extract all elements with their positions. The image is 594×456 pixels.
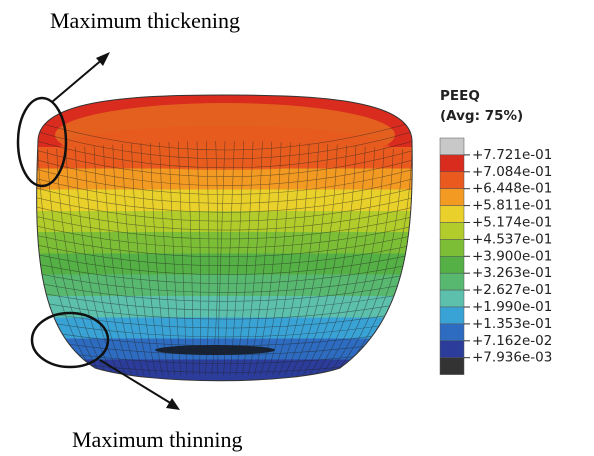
legend-label: +2.627e-01 [472,282,552,298]
legend-swatch [440,155,464,172]
legend-label: +7.936e-03 [472,350,552,366]
legend-subtitle: (Avg: 75%) [440,108,523,124]
legend-label: +1.990e-01 [472,299,552,315]
legend-label: +5.174e-01 [472,215,552,231]
legend-swatch [440,223,464,240]
legend-swatch [440,341,464,358]
legend-swatch [440,358,464,375]
legend-label: +7.084e-01 [472,164,552,180]
legend-swatch [440,324,464,341]
legend-swatch [440,307,464,324]
annotation-top: Maximum thickening [50,8,240,33]
legend-swatch [440,206,464,223]
annotation-bottom: Maximum thinning [72,427,243,452]
legend-label: +7.721e-01 [472,147,552,163]
figure: Maximum thickening Maximum thinning PEEQ… [0,0,594,456]
legend-label: +3.900e-01 [472,248,552,264]
arrow [52,58,104,102]
legend-title: PEEQ [440,88,480,104]
legend-label: +5.811e-01 [472,198,552,214]
legend: +7.721e-01+7.084e-01+6.448e-01+5.811e-01… [440,138,552,375]
legend-label: +4.537e-01 [472,231,552,247]
legend-swatch [440,239,464,256]
legend-label: +3.263e-01 [472,265,552,281]
legend-label: +6.448e-01 [472,181,552,197]
cup-mesh [30,90,420,390]
legend-label: +1.353e-01 [472,316,552,332]
arrow-head [166,398,180,410]
legend-label: +7.162e-02 [472,333,552,349]
legend-swatch [440,273,464,290]
legend-swatch [440,172,464,189]
legend-swatch [440,256,464,273]
legend-swatch [440,189,464,206]
legend-swatch [440,290,464,307]
legend-swatch [440,138,464,155]
